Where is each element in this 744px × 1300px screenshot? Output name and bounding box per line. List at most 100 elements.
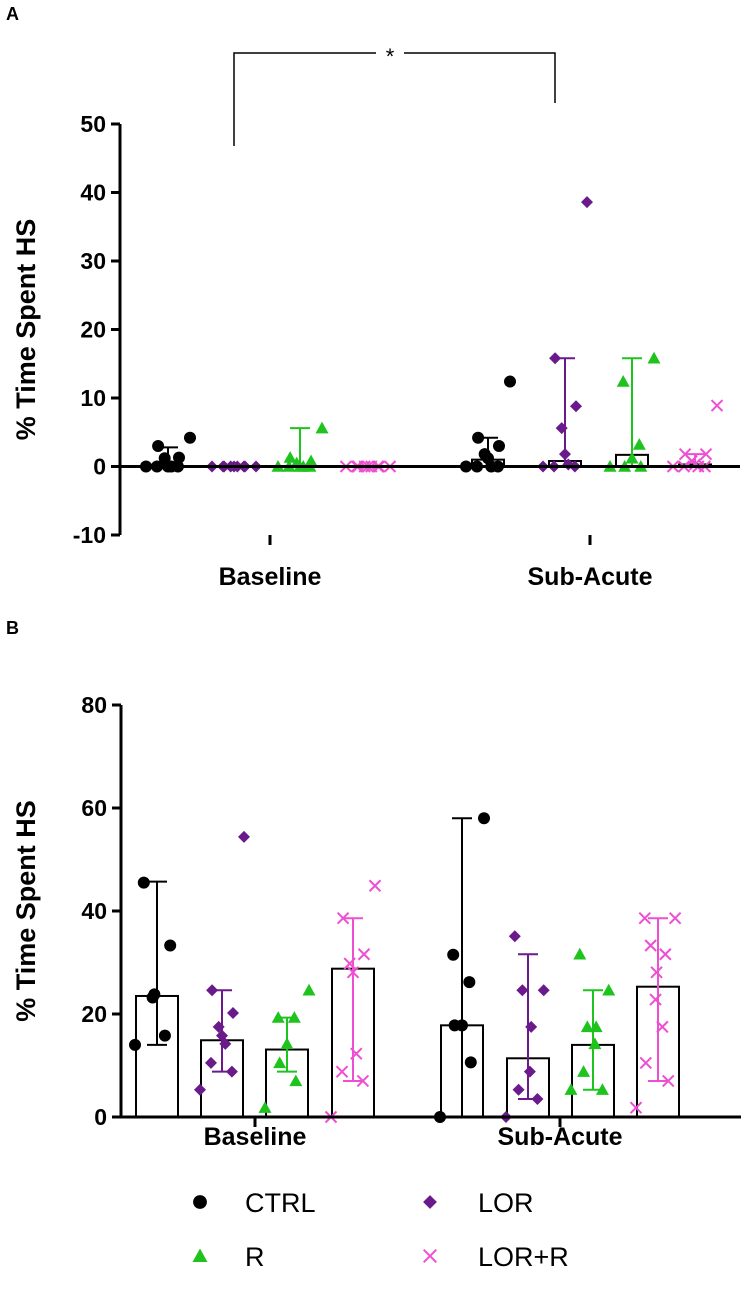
- points-b-sub-acute-lor-r: [629, 912, 682, 1114]
- data-point-b-sub-acute-lor-r: [639, 1056, 652, 1070]
- y-tick-label: 10: [80, 385, 106, 411]
- error-bar-b-baseline-lor-r: [343, 917, 363, 1082]
- data-point-a-baseline-r: [283, 451, 297, 463]
- points-a-baseline-r: [271, 421, 329, 472]
- points-b-baseline-lor-r: [324, 879, 382, 1124]
- data-point-b-sub-acute-lor: [525, 1020, 538, 1033]
- data-point-b-baseline-lor: [205, 1056, 217, 1069]
- data-point-b-baseline-ctrl: [164, 939, 177, 952]
- data-point-b-sub-acute-lor: [531, 1092, 544, 1105]
- data-point-b-baseline-r: [302, 983, 316, 996]
- data-point-a-sub-acute-lor-r: [710, 399, 724, 412]
- x-tick-label-sub-acute: Sub-Acute: [528, 563, 653, 591]
- data-point-b-sub-acute-lor-r: [649, 993, 662, 1006]
- data-point-b-baseline-ctrl: [148, 988, 161, 1001]
- data-point-a-sub-acute-ctrl: [493, 439, 505, 452]
- data-point-b-baseline-lor: [216, 1029, 228, 1042]
- data-point-b-baseline-ctrl: [137, 876, 150, 889]
- y-tick-label: 60: [81, 795, 107, 821]
- data-point-b-sub-acute-lor-r: [659, 948, 672, 961]
- data-point-b-sub-acute-lor-r: [650, 966, 663, 979]
- data-point-b-baseline-lor: [225, 1065, 238, 1078]
- data-point-b-baseline-lor-r: [336, 912, 350, 925]
- data-point-b-baseline-r: [280, 1037, 294, 1050]
- data-point-a-sub-acute-r: [625, 451, 639, 464]
- data-point-b-baseline-lor-r: [357, 948, 371, 961]
- data-point-b-sub-acute-lor-r: [644, 939, 657, 952]
- data-point-b-baseline-lor-r: [356, 1074, 370, 1088]
- data-point-b-sub-acute-r: [602, 983, 616, 996]
- legend-item-r: R: [192, 1242, 265, 1272]
- error-bar-b-sub-acute-lor-r: [648, 917, 668, 1082]
- data-point-a-sub-acute-lor: [581, 196, 593, 209]
- legend-label-r: R: [245, 1242, 265, 1272]
- panel-b-chart: 0 20 40 60 80 Baseline Sub-Acute % Time Spent H…: [11, 692, 741, 1151]
- panel-a-letter: A: [6, 4, 19, 24]
- y-tick-label: 30: [80, 248, 106, 274]
- data-point-a-sub-acute-lor: [549, 352, 562, 365]
- data-point-b-baseline-lor: [194, 1083, 206, 1096]
- y-tick-label: 40: [81, 898, 107, 924]
- points-b-baseline-lor: [194, 830, 250, 1096]
- data-point-b-sub-acute-ctrl: [478, 812, 490, 825]
- legend-label-lor: LOR: [478, 1188, 534, 1218]
- panel-b-letter: B: [6, 618, 19, 638]
- data-point-b-baseline-r: [289, 1074, 303, 1087]
- data-point-b-sub-acute-lor: [508, 930, 521, 943]
- data-point-b-sub-acute-lor: [512, 1083, 525, 1096]
- data-point-a-sub-acute-lor-r: [699, 447, 713, 461]
- data-point-b-sub-acute-r: [595, 1083, 609, 1095]
- y-axis: 0 20 40 60 80: [81, 692, 123, 1130]
- data-point-b-sub-acute-r: [588, 1037, 602, 1050]
- data-point-b-sub-acute-lor: [516, 984, 529, 997]
- x-tick-label-sub-acute: Sub-Acute: [498, 1123, 623, 1151]
- significance-label-bg: [376, 44, 404, 62]
- data-point-a-sub-acute-r: [647, 351, 661, 364]
- panel-a-chart: -10 0 10 20 30 40 50 Baseline Sub-Acute % Time Sp…: [11, 44, 740, 591]
- legend-marker-r: [192, 1248, 208, 1262]
- y-tick-label: 50: [80, 111, 106, 137]
- data-point-a-sub-acute-r: [632, 438, 646, 450]
- data-point-b-baseline-ctrl: [129, 1038, 141, 1051]
- significance-bracket: *: [233, 44, 556, 146]
- data-point-a-baseline-r: [304, 454, 318, 467]
- data-point-a-sub-acute-ctrl: [478, 448, 491, 461]
- data-point-b-baseline-lor-r: [368, 879, 382, 892]
- data-point-b-baseline-r: [287, 1011, 301, 1023]
- significance-label: *: [386, 44, 395, 69]
- error-bar-b-baseline-ctrl: [147, 880, 167, 1046]
- data-point-a-sub-acute-lor: [570, 400, 582, 413]
- points-a-sub-acute-ctrl: [460, 375, 516, 473]
- significance-bracket-line: [233, 52, 556, 146]
- data-point-a-sub-acute-lor: [559, 448, 571, 461]
- data-point-b-baseline-lor-r: [343, 957, 356, 970]
- data-point-b-sub-acute-ctrl: [447, 948, 460, 961]
- data-point-b-sub-acute-lor: [523, 1065, 536, 1078]
- y-tick-label: 0: [93, 454, 106, 480]
- x-tick-label-baseline: Baseline: [219, 563, 322, 591]
- data-point-b-baseline-r: [271, 1011, 285, 1023]
- y-tick-label: 20: [81, 1001, 107, 1027]
- data-point-a-sub-acute-lor-r: [678, 447, 692, 461]
- data-point-b-sub-acute-lor-r: [662, 1074, 675, 1088]
- points-b-sub-acute-lor: [500, 930, 550, 1123]
- legend-label-lor-r: LOR+R: [478, 1242, 569, 1272]
- legend-item-lor-r: LOR+R: [422, 1242, 569, 1272]
- data-point-b-baseline-lor-r: [335, 1065, 349, 1078]
- data-point-b-sub-acute-r: [577, 1065, 591, 1077]
- data-point-b-baseline-r: [273, 1056, 287, 1069]
- data-point-a-baseline-ctrl: [158, 452, 171, 465]
- data-point-a-sub-acute-r: [616, 375, 630, 387]
- data-point-a-baseline-ctrl: [184, 431, 196, 444]
- y-tick-label: -10: [73, 522, 106, 548]
- data-point-b-baseline-lor: [238, 830, 250, 843]
- legend-label-ctrl: CTRL: [245, 1188, 316, 1218]
- data-point-b-sub-acute-r: [573, 947, 587, 960]
- y-tick-label: 80: [81, 692, 107, 718]
- data-point-a-baseline-r: [315, 421, 329, 434]
- legend-item-lor: LOR: [423, 1188, 534, 1218]
- data-point-a-baseline-ctrl: [173, 451, 185, 464]
- data-point-b-baseline-lor: [227, 1006, 239, 1019]
- data-point-b-sub-acute-ctrl: [456, 1019, 468, 1032]
